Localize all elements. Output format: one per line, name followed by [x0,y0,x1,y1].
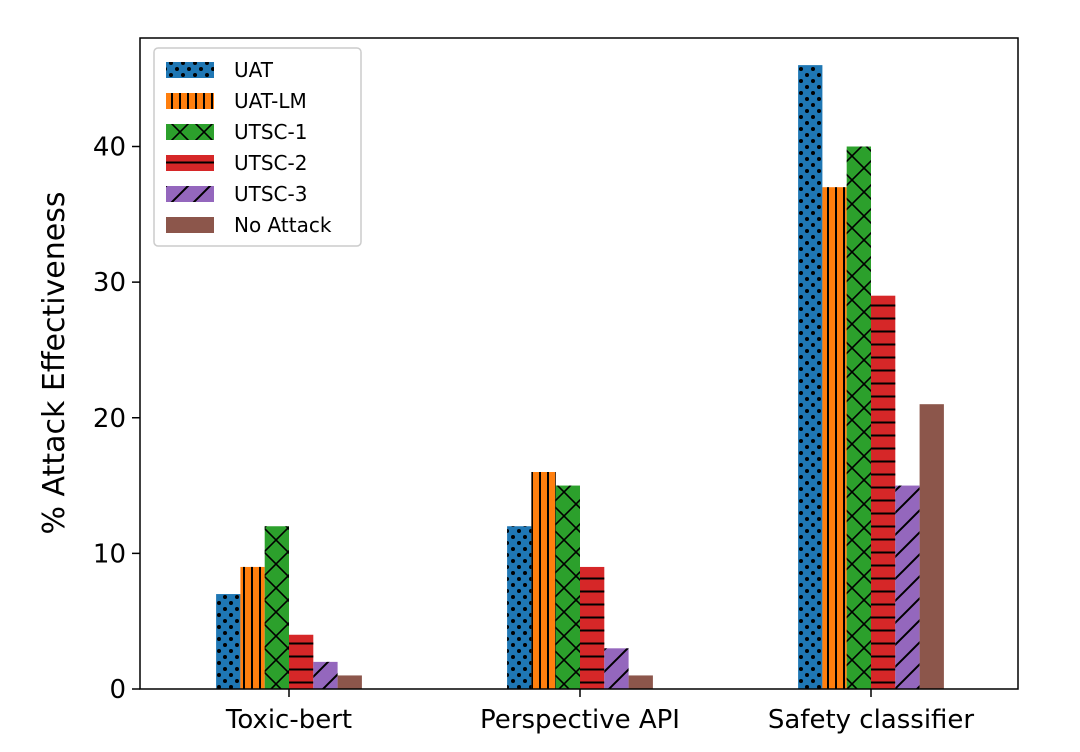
bar-no-attack-perspective-api [628,675,653,689]
legend-swatch-uat-lm [166,93,214,109]
legend-item-utsc-1: UTSC-1 [166,120,307,144]
legend-label: UTSC-3 [234,182,307,206]
y-tick-label: 0 [109,675,126,705]
y-tick-label: 20 [93,404,126,434]
bar-no-attack-safety-classifier [919,404,944,689]
bar-no-attack-toxic-bert [337,675,362,689]
bar-utsc-2-perspective-api [580,566,605,689]
bar-utsc-1-perspective-api [555,485,580,689]
legend: UAT UAT-LM UTSC-1 UTSC-2 UTSC-3 No Attack [153,47,362,247]
legend-label: No Attack [234,213,332,237]
legend-label: UTSC-2 [234,151,307,175]
bar-utsc-3-toxic-bert [313,661,338,689]
bar-utsc-2-toxic-bert [289,634,314,689]
bar-utsc-1-safety-classifier [846,146,871,689]
x-tick-label: Perspective API [480,705,680,735]
bar-utsc-1-toxic-bert [264,526,289,689]
y-tick-label: 30 [93,268,126,298]
plot-frame [139,37,1019,690]
legend-item-utsc-3: UTSC-3 [166,182,307,206]
legend-label: UAT [234,58,274,82]
y-tick-label: 40 [93,133,126,163]
x-tick-label: Safety classifier [768,705,975,735]
x-axis: Toxic-bert Perspective API Safety classifi… [225,689,975,735]
legend-swatch-utsc-3 [166,186,214,202]
legend-item-uat: UAT [166,58,274,82]
legend-item-uat-lm: UAT-LM [166,89,307,113]
legend-label: UAT-LM [234,89,307,113]
bar-utsc-3-perspective-api [604,648,629,689]
bar-uat-lm-perspective-api [531,472,556,689]
bar-uat-lm-toxic-bert [240,566,265,689]
y-tick-label: 10 [93,539,126,569]
legend-swatch-utsc-1 [166,124,214,140]
bar-utsc-2-safety-classifier [871,295,896,689]
y-axis-title: % Attack Effectiveness [37,192,72,535]
bar-uat-safety-classifier [798,65,823,689]
legend-label: UTSC-1 [234,120,307,144]
legend-swatch-utsc-2 [166,155,214,171]
legend-swatch-no-attack [166,217,214,233]
bars-group [216,65,944,689]
y-axis: 0 10 20 30 40 [93,133,140,705]
bar-uat-lm-safety-classifier [822,187,847,689]
legend-item-utsc-2: UTSC-2 [166,151,307,175]
legend-item-no-attack: No Attack [166,213,332,237]
bar-utsc-3-safety-classifier [895,485,920,689]
legend-swatch-uat [166,62,214,78]
bar-uat-toxic-bert [216,594,241,689]
bar-uat-perspective-api [507,526,532,689]
x-tick-label: Toxic-bert [225,705,352,735]
